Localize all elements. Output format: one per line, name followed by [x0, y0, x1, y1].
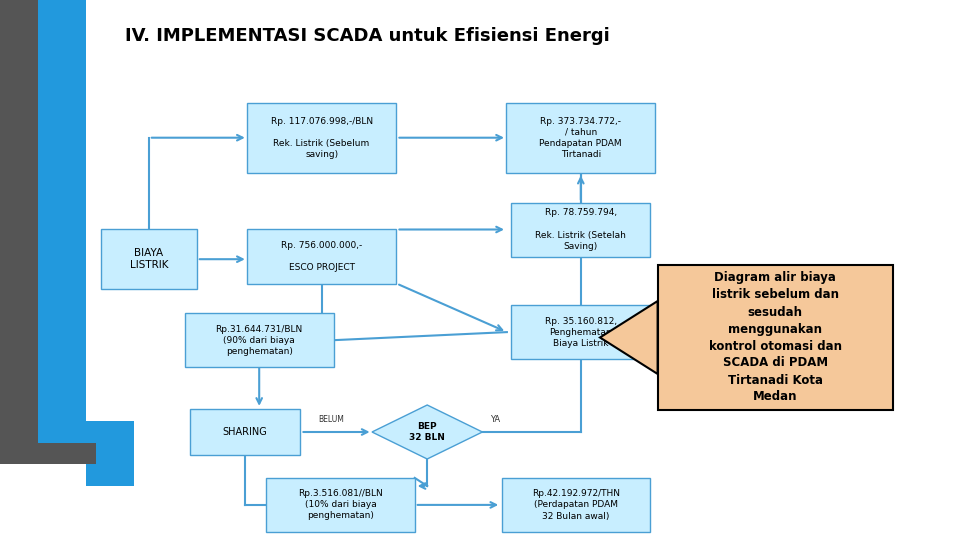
- FancyBboxPatch shape: [184, 313, 334, 367]
- Text: IV. IMPLEMENTASI SCADA untuk Efisiensi Energi: IV. IMPLEMENTASI SCADA untuk Efisiensi E…: [125, 27, 610, 45]
- FancyBboxPatch shape: [507, 103, 655, 173]
- FancyBboxPatch shape: [248, 103, 396, 173]
- Text: Rp.42.192.972/THN
(Perdapatan PDAM
32 Bulan awal): Rp.42.192.972/THN (Perdapatan PDAM 32 Bu…: [532, 489, 620, 521]
- FancyBboxPatch shape: [248, 230, 396, 284]
- Polygon shape: [372, 405, 483, 459]
- Text: YA: YA: [490, 415, 500, 424]
- FancyBboxPatch shape: [511, 305, 651, 359]
- Text: Rp. 756.000.000,-

ESCO PROJECT: Rp. 756.000.000,- ESCO PROJECT: [281, 241, 362, 272]
- FancyBboxPatch shape: [501, 478, 651, 532]
- FancyBboxPatch shape: [658, 265, 893, 410]
- Text: Diagram alir biaya
listrik sebelum dan
sesudah
menggunakan
kontrol otomasi dan
S: Diagram alir biaya listrik sebelum dan s…: [708, 272, 842, 403]
- Polygon shape: [600, 301, 658, 374]
- FancyBboxPatch shape: [511, 202, 651, 256]
- Polygon shape: [0, 0, 96, 464]
- Text: Rp. 373.734.772,-
/ tahun
Pendapatan PDAM
Tirtanadi: Rp. 373.734.772,- / tahun Pendapatan PDA…: [540, 117, 622, 159]
- FancyBboxPatch shape: [266, 478, 415, 532]
- Text: SHARING: SHARING: [223, 427, 267, 437]
- Text: Rp. 35.160.812,
Penghematan
Biaya Listrik: Rp. 35.160.812, Penghematan Biaya Listri…: [544, 316, 617, 348]
- Text: BELUM: BELUM: [319, 415, 344, 424]
- Polygon shape: [86, 464, 134, 486]
- Polygon shape: [38, 0, 134, 464]
- Text: Rp. 117.076.998,-/BLN

Rek. Listrik (Sebelum
saving): Rp. 117.076.998,-/BLN Rek. Listrik (Sebe…: [271, 117, 372, 159]
- Text: BEP
32 BLN: BEP 32 BLN: [409, 422, 445, 442]
- Text: Rp.31.644.731/BLN
(90% dari biaya
penghematan): Rp.31.644.731/BLN (90% dari biaya penghe…: [216, 325, 302, 356]
- Text: Rp. 78.759.794,

Rek. Listrik (Setelah
Saving): Rp. 78.759.794, Rek. Listrik (Setelah Sa…: [536, 208, 626, 251]
- FancyBboxPatch shape: [190, 409, 300, 455]
- Text: Rp.3.516.081//BLN
(10% dari biaya
penghematan): Rp.3.516.081//BLN (10% dari biaya penghe…: [299, 489, 383, 521]
- Text: BIAYA
LISTRIK: BIAYA LISTRIK: [130, 248, 168, 271]
- FancyBboxPatch shape: [101, 230, 197, 289]
